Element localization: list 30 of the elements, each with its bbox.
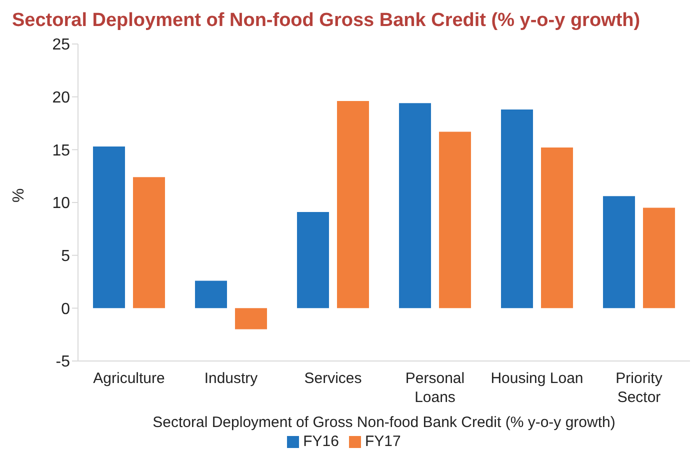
y-tick-label: 25 [52,36,70,54]
bar [439,132,471,308]
x-tick-label: Industry [204,370,258,387]
y-axis-title: % [10,188,28,202]
y-tick-label: 15 [52,142,70,160]
bar [297,212,329,308]
x-axis-title: Sectoral Deployment of Gross Non-food Bank Credit (% y-o-y growth) [152,414,616,431]
bar [603,196,635,308]
x-tick-label: Services [304,370,362,387]
bar [235,308,267,330]
bar [195,280,227,308]
x-tick-label: Priority Sector [616,370,663,406]
y-tick-label: 5 [61,248,70,266]
chart-title: Sectoral Deployment of Non-food Gross Bank Credit (% y-o-y growth) [11,9,642,33]
x-tick-label: Personal Loans [405,370,465,406]
bar [501,110,533,308]
x-tick-label: Housing Loan [490,370,584,387]
y-tick-label: 20 [52,90,70,107]
bar [399,103,431,308]
legend-label: FY16 [303,433,339,450]
y-tick-label: 0 [61,300,70,318]
bar [337,101,369,308]
y-tick-label: -5 [56,354,70,371]
legend-label: FY17 [365,433,401,450]
bar [93,146,125,308]
bar [133,177,165,308]
y-tick-label: 10 [52,195,70,212]
x-tick-label: Agriculture [93,370,165,387]
bar [541,148,573,308]
bar [643,208,675,308]
